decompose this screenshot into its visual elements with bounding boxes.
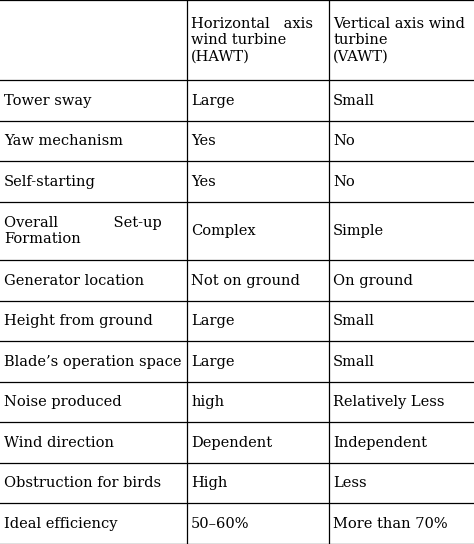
Text: Complex: Complex bbox=[191, 224, 255, 238]
Text: Yes: Yes bbox=[191, 134, 216, 148]
Text: Large: Large bbox=[191, 355, 235, 369]
Text: Independent: Independent bbox=[333, 436, 427, 450]
Text: Large: Large bbox=[191, 94, 235, 108]
Text: Height from ground: Height from ground bbox=[4, 314, 153, 328]
Text: On ground: On ground bbox=[333, 274, 413, 288]
Text: high: high bbox=[191, 395, 224, 409]
Text: Small: Small bbox=[333, 314, 375, 328]
Text: Obstruction for birds: Obstruction for birds bbox=[4, 476, 161, 490]
Text: Vertical axis wind
turbine
(VAWT): Vertical axis wind turbine (VAWT) bbox=[333, 17, 465, 64]
Text: Tower sway: Tower sway bbox=[4, 94, 91, 108]
Text: 50–60%: 50–60% bbox=[191, 517, 249, 531]
Text: Horizontal   axis
wind turbine
(HAWT): Horizontal axis wind turbine (HAWT) bbox=[191, 17, 313, 64]
Text: Wind direction: Wind direction bbox=[4, 436, 114, 450]
Text: Generator location: Generator location bbox=[4, 274, 144, 288]
Text: Ideal efficiency: Ideal efficiency bbox=[4, 517, 117, 531]
Text: Self-starting: Self-starting bbox=[4, 175, 96, 189]
Text: Yes: Yes bbox=[191, 175, 216, 189]
Text: No: No bbox=[333, 175, 355, 189]
Text: Dependent: Dependent bbox=[191, 436, 272, 450]
Text: Simple: Simple bbox=[333, 224, 384, 238]
Text: High: High bbox=[191, 476, 228, 490]
Text: More than 70%: More than 70% bbox=[333, 517, 448, 531]
Text: Noise produced: Noise produced bbox=[4, 395, 121, 409]
Text: Large: Large bbox=[191, 314, 235, 328]
Text: Small: Small bbox=[333, 94, 375, 108]
Text: Relatively Less: Relatively Less bbox=[333, 395, 445, 409]
Text: Not on ground: Not on ground bbox=[191, 274, 300, 288]
Text: Small: Small bbox=[333, 355, 375, 369]
Text: Yaw mechanism: Yaw mechanism bbox=[4, 134, 123, 148]
Text: Blade’s operation space: Blade’s operation space bbox=[4, 355, 181, 369]
Text: Overall            Set-up
Formation: Overall Set-up Formation bbox=[4, 216, 162, 246]
Text: No: No bbox=[333, 134, 355, 148]
Text: Less: Less bbox=[333, 476, 367, 490]
